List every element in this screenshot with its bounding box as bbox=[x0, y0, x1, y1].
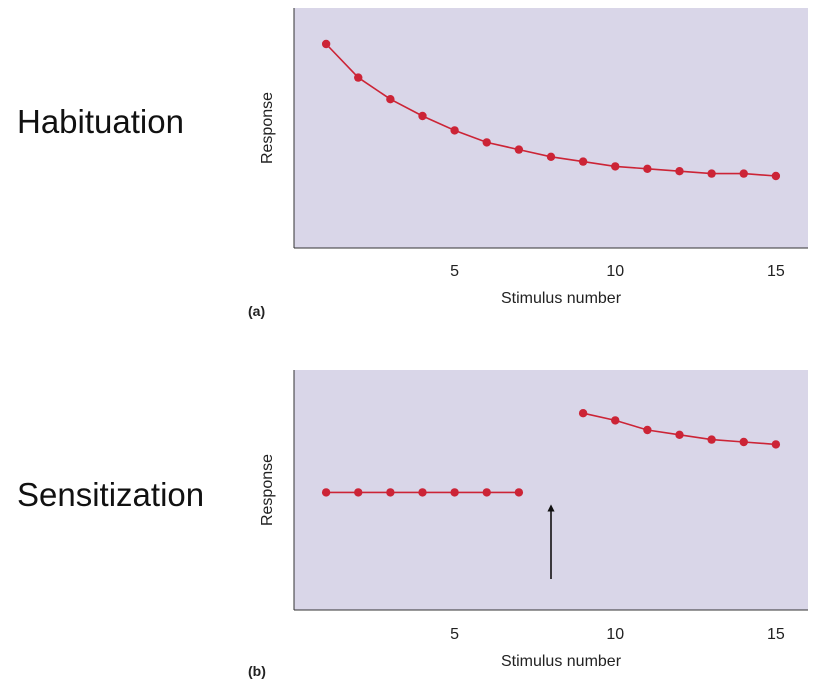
panel-b-x-tick-label: 10 bbox=[606, 626, 624, 643]
panel-a-data-point bbox=[643, 164, 652, 173]
panel-b-x-axis-title: Stimulus number bbox=[501, 653, 622, 670]
panel-a-data-point bbox=[482, 138, 491, 147]
panel-a-data-point bbox=[546, 152, 556, 161]
panel-b-data-point bbox=[418, 488, 427, 497]
panel-b-data-point bbox=[450, 488, 459, 497]
panel-b-data-point bbox=[321, 488, 331, 497]
panel-a-y-axis-title: Response bbox=[259, 92, 276, 164]
panel-a-x-tick-label: 5 bbox=[450, 263, 459, 280]
panel-a-data-point bbox=[418, 111, 427, 121]
panel-a-data-point bbox=[611, 162, 620, 171]
panel-a-data-point bbox=[386, 95, 395, 104]
panel-b-tag: (b) bbox=[248, 663, 266, 679]
panel-b-data-point bbox=[386, 488, 395, 497]
panel-b-data-point bbox=[611, 416, 620, 425]
panel-a-data-point bbox=[354, 73, 363, 82]
panel-a-x-tick-label: 15 bbox=[767, 263, 785, 280]
panel-b-data-point bbox=[739, 437, 748, 447]
panel-b-data-point bbox=[482, 488, 491, 497]
panel-a-data-point bbox=[707, 169, 716, 178]
panel-b-data-point bbox=[643, 425, 652, 435]
panel-b-x-tick-label: 5 bbox=[450, 626, 459, 643]
habituation-label: Habituation bbox=[17, 103, 184, 140]
panel-b-x-tick-label: 15 bbox=[767, 626, 785, 643]
panel-a-data-point bbox=[578, 157, 588, 166]
panel-a-tag: (a) bbox=[248, 303, 265, 319]
panel-b-data-point bbox=[514, 488, 524, 497]
panel-a-data-point bbox=[675, 167, 684, 176]
panel-b-data-point bbox=[578, 409, 588, 418]
panel-a-data-point bbox=[771, 171, 781, 181]
panel-b-data-point bbox=[771, 440, 781, 449]
panel-a-data-point bbox=[739, 169, 748, 178]
panel-a-x-axis-title: Stimulus number bbox=[501, 290, 622, 307]
panel-a-data-point bbox=[321, 39, 331, 49]
sensitization-label: Sensitization bbox=[17, 476, 205, 513]
panel-b-data-point bbox=[707, 435, 716, 444]
panel-a-data-point bbox=[514, 145, 524, 154]
panel-a-x-tick-label: 10 bbox=[606, 263, 624, 280]
panel-a-plot-area bbox=[294, 8, 808, 248]
panel-b-data-point bbox=[675, 430, 684, 439]
panel-b-data-point bbox=[354, 488, 363, 497]
panel-a-data-point bbox=[450, 126, 459, 135]
panel-b-y-axis-title: Response bbox=[259, 454, 276, 526]
